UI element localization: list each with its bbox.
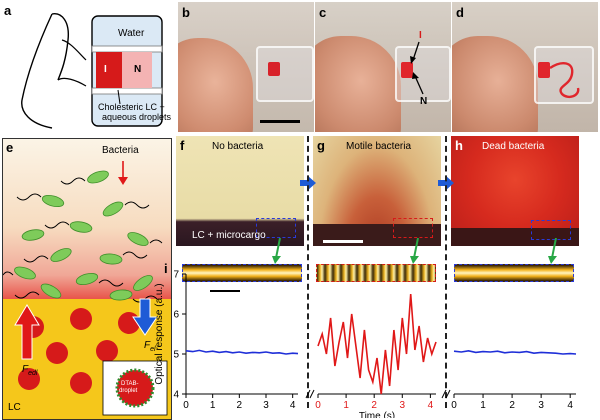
panel-g-title: Motile bacteria — [346, 141, 412, 152]
panel-label-c: c — [319, 5, 327, 20]
panel-label-i: i — [164, 261, 168, 276]
vial-bottom-wall — [91, 87, 163, 95]
x-tick-label: 4 — [567, 400, 573, 411]
i-marker: I — [419, 30, 422, 41]
x-tick-label: 1 — [343, 400, 349, 411]
zoom-arrow-h — [548, 238, 557, 264]
x-tick-label: 2 — [237, 400, 243, 411]
vial-top-wall — [91, 45, 163, 53]
finger-tip-outline — [51, 13, 69, 81]
finger-photo — [178, 38, 253, 132]
axis-break-mark — [441, 389, 447, 399]
zoom-arrow-g — [410, 238, 419, 264]
kymograph-f — [182, 264, 302, 282]
panel-f-title: No bacteria — [212, 141, 264, 152]
x-tick-label: 0 — [183, 400, 189, 411]
f-el-arrow — [132, 298, 158, 336]
panel-label-d: d — [456, 5, 464, 20]
f-edl-arrow — [14, 304, 40, 360]
y-tick-label: 7 — [173, 270, 179, 281]
region-box-h — [531, 220, 571, 240]
x-tick-label: 3 — [263, 400, 269, 411]
x-tick-label: 4 — [428, 400, 434, 411]
lc-microcargo-label: LC + microcargo — [192, 230, 266, 241]
panel-b-photo — [178, 2, 314, 132]
x-axis-label: Time (s) — [359, 411, 395, 418]
panel-label-f: f — [180, 138, 185, 153]
i-region-label: I — [104, 64, 107, 75]
axis-break-mark — [305, 389, 311, 399]
released-cargo-stream — [549, 62, 580, 99]
kymo-scale-bar — [210, 290, 240, 292]
y-tick-label: 5 — [173, 350, 179, 361]
x-tick-label: 3 — [400, 400, 406, 411]
x-tick-label: 0 — [315, 400, 321, 411]
finger-photo — [315, 36, 401, 132]
water-label: Water — [118, 28, 145, 39]
panel-label-e: e — [6, 140, 14, 155]
lc-caption-line2: aqueous droplets — [102, 112, 172, 122]
scale-bar-g — [323, 240, 363, 243]
panel-f-micrograph — [176, 136, 304, 246]
y-tick-label: 4 — [173, 390, 179, 401]
lc-i-region — [96, 52, 122, 88]
y-axis-label: Optical response (a.u.) — [154, 283, 165, 384]
kymograph-g — [316, 264, 436, 282]
separator-2 — [445, 136, 447, 408]
droplet-label-line1: DTAB- — [121, 381, 139, 387]
panel-label-a: a — [4, 3, 12, 18]
finger-nail-line — [57, 77, 87, 87]
panel-d-photo — [452, 2, 598, 132]
kymograph-h — [454, 264, 574, 282]
x-tick-label: 1 — [210, 400, 216, 411]
lc-caption-line1: Cholesteric LC + — [98, 102, 165, 112]
lc-droplet-photo — [268, 62, 280, 76]
panel-c-arrows — [410, 41, 424, 95]
panel-label-h: h — [455, 138, 463, 153]
scale-bar — [260, 120, 300, 123]
x-tick-label: 4 — [290, 400, 296, 411]
bacteria-label: Bacteria — [102, 145, 139, 156]
n-region-label: N — [134, 64, 142, 75]
separator-1 — [307, 136, 309, 408]
panel-label-b: b — [182, 5, 190, 20]
series-line-3 — [453, 349, 577, 355]
panel-e-drawing — [3, 161, 168, 416]
lc-droplet-photo — [401, 62, 413, 78]
region-box-f — [256, 218, 296, 238]
x-tick-label: 2 — [509, 400, 515, 411]
lc-droplet-photo — [538, 62, 550, 78]
series-line-2 — [317, 293, 437, 395]
finger-crease — [61, 39, 87, 61]
f-el-label: Fel — [144, 340, 156, 353]
series-line-1 — [185, 349, 299, 355]
region-box-g — [393, 218, 433, 238]
x-tick-label: 3 — [538, 400, 544, 411]
axis-break-mark — [309, 389, 315, 399]
n-marker: N — [420, 96, 428, 107]
axis-break-mark — [445, 389, 451, 399]
panel-h-micrograph — [451, 136, 579, 246]
x-tick-label: 0 — [451, 400, 457, 411]
panel-label-g: g — [317, 138, 325, 153]
lc-label: LC — [8, 402, 21, 413]
x-tick-label: 1 — [480, 400, 486, 411]
dtab-droplet — [115, 368, 155, 408]
finger-outline — [21, 13, 53, 129]
zoom-arrow-f — [272, 238, 281, 264]
x-tick-label: 2 — [371, 400, 377, 411]
panel-c-photo — [315, 2, 451, 132]
finger-photo — [452, 36, 538, 132]
bacteria-cells — [14, 170, 153, 301]
panel-g-micrograph — [313, 136, 441, 246]
panel-a-illustration — [21, 13, 163, 129]
y-tick-label: 6 — [173, 310, 179, 321]
droplet-label-line2: droplet — [119, 388, 138, 394]
panel-h-title: Dead bacteria — [482, 141, 545, 152]
f-edl-label: Fedl — [22, 364, 38, 377]
vial-photo — [256, 46, 314, 102]
